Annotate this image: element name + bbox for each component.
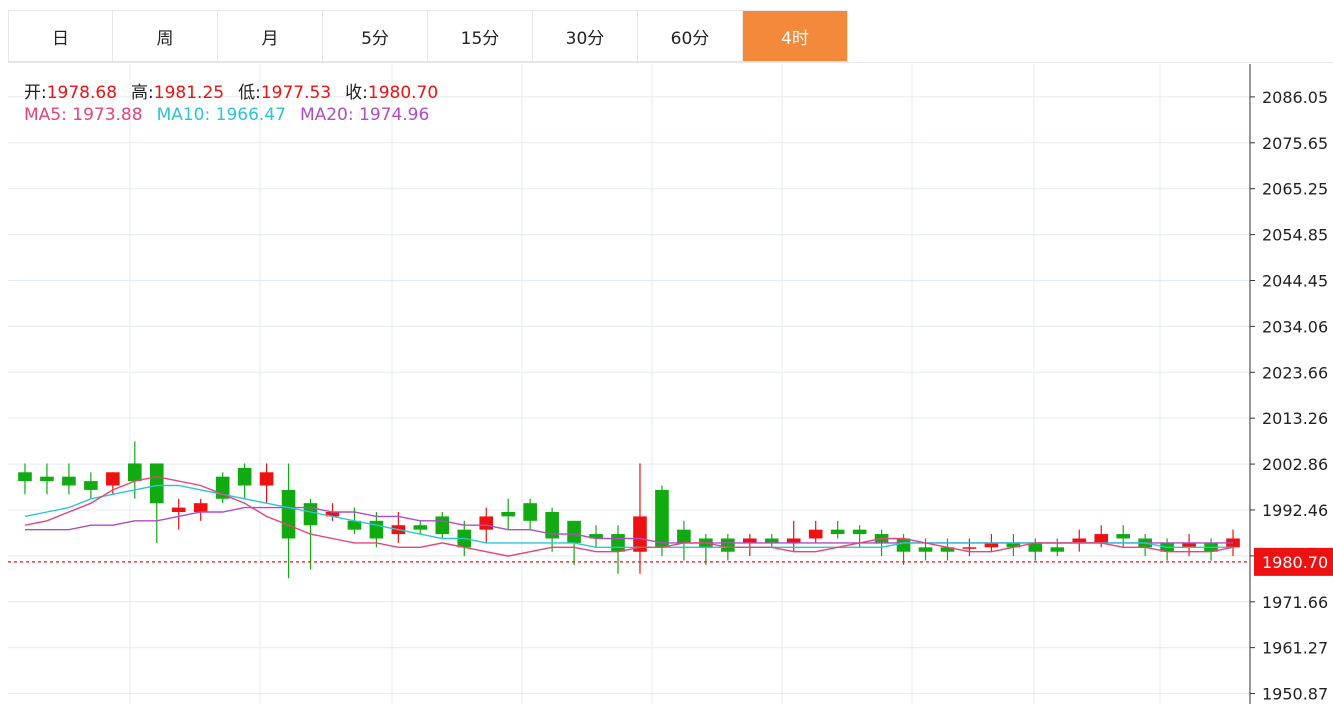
candle-body bbox=[171, 507, 186, 512]
tab-6[interactable]: 60分 bbox=[638, 10, 743, 62]
candle-body bbox=[281, 489, 296, 539]
candle-body bbox=[611, 534, 625, 552]
ma20-value: 1974.96 bbox=[359, 105, 430, 125]
y-tick-label: 1992.46 bbox=[1262, 501, 1328, 520]
candle-body bbox=[1050, 547, 1065, 552]
candle-body bbox=[984, 542, 999, 548]
low-label: 低: bbox=[238, 83, 261, 103]
candle-body bbox=[84, 481, 98, 490]
candle-body bbox=[589, 534, 603, 539]
candles bbox=[18, 441, 1240, 579]
y-tick-label: 1971.66 bbox=[1262, 593, 1328, 612]
candle-body bbox=[1094, 534, 1109, 543]
tab-3[interactable]: 5分 bbox=[323, 10, 428, 62]
candle-body bbox=[435, 516, 450, 535]
open-value: 1978.68 bbox=[46, 83, 118, 103]
candle-body bbox=[413, 525, 428, 530]
candle-body bbox=[677, 529, 691, 543]
candle-body bbox=[523, 503, 537, 521]
y-tick-label: 2065.25 bbox=[1262, 180, 1328, 199]
candle-body bbox=[567, 520, 581, 543]
tab-2[interactable]: 月 bbox=[218, 10, 323, 62]
tab-7[interactable]: 4时 bbox=[743, 10, 848, 62]
y-tick-label: 2044.45 bbox=[1262, 271, 1328, 290]
candle-body bbox=[655, 489, 669, 548]
y-tick-label: 2086.05 bbox=[1262, 88, 1328, 107]
candle-body bbox=[40, 476, 54, 482]
candle-body bbox=[479, 516, 494, 530]
candle-body bbox=[1226, 538, 1240, 548]
ma20-label: MA20: bbox=[299, 105, 354, 125]
ma5-value: 1973.88 bbox=[72, 105, 143, 125]
ma5-label: MA5: bbox=[24, 105, 67, 125]
ma10-value: 1966.47 bbox=[215, 105, 286, 125]
current-price-label: 1980.70 bbox=[1262, 553, 1328, 572]
candle-body bbox=[1116, 534, 1131, 539]
candle-body bbox=[149, 463, 164, 504]
ma10-label: MA10: bbox=[156, 105, 211, 125]
current-price-badge bbox=[1254, 547, 1333, 576]
candle-body bbox=[18, 472, 32, 482]
ma20-line bbox=[25, 506, 1233, 544]
open-label: 开: bbox=[24, 83, 47, 103]
high-label: 高: bbox=[131, 83, 154, 103]
tab-0[interactable]: 日 bbox=[8, 10, 113, 62]
close-value: 1980.70 bbox=[367, 83, 439, 103]
price-axis: 2086.05 2075.65 2065.25 2054.85 2044.45 2034.… bbox=[8, 64, 1333, 704]
candle-body bbox=[896, 538, 911, 552]
candle-body bbox=[369, 520, 384, 539]
candle-body bbox=[940, 547, 955, 552]
candle-body bbox=[325, 512, 340, 517]
moving-average-lines bbox=[24, 475, 1234, 557]
candle-body bbox=[786, 538, 801, 543]
y-tick-label: 2023.66 bbox=[1262, 363, 1328, 382]
candle-body bbox=[1028, 542, 1043, 552]
candle-body bbox=[545, 512, 559, 539]
y-tick-label: 2075.65 bbox=[1262, 134, 1328, 153]
candle-body bbox=[1182, 542, 1196, 548]
candle-body bbox=[962, 547, 977, 549]
candle-body bbox=[259, 472, 274, 486]
candle-body bbox=[742, 538, 757, 543]
candle-body bbox=[918, 547, 933, 552]
candle-body bbox=[830, 529, 845, 535]
period-tabs: 日周月 5分 15分 30分 60分 4时 bbox=[8, 10, 848, 62]
y-tick-label: 2054.85 bbox=[1262, 226, 1328, 245]
tab-divider bbox=[8, 62, 1333, 63]
ma5-line bbox=[24, 475, 1234, 557]
y-tick-label: 2034.06 bbox=[1262, 317, 1328, 336]
tab-5[interactable]: 30分 bbox=[533, 10, 638, 62]
ma-legend: MA5: 1973.88 MA10: 1966.47 MA20: 1974.96 bbox=[24, 105, 429, 125]
candle-body bbox=[127, 463, 142, 482]
candle-body bbox=[303, 503, 318, 526]
candle-body bbox=[501, 512, 516, 517]
candle-body bbox=[193, 503, 208, 512]
tab-1[interactable]: 周 bbox=[113, 10, 218, 62]
high-value: 1981.25 bbox=[153, 83, 225, 103]
candle-body bbox=[633, 516, 647, 552]
y-tick-label: 1961.27 bbox=[1262, 639, 1328, 658]
candle-body bbox=[347, 520, 362, 530]
close-label: 收: bbox=[345, 83, 368, 103]
y-tick-label: 2013.26 bbox=[1262, 409, 1328, 428]
candle-body bbox=[106, 472, 120, 486]
tab-4[interactable]: 15分 bbox=[428, 10, 533, 62]
candle-body bbox=[62, 476, 76, 486]
candle-body bbox=[764, 538, 779, 543]
ohlc-legend: 开:1978.68 高:1981.25 低:1977.53 收:1980.70 bbox=[24, 78, 438, 103]
candle-body bbox=[852, 529, 867, 535]
low-value: 1977.53 bbox=[260, 83, 332, 103]
y-tick-label: 2002.86 bbox=[1262, 455, 1328, 474]
y-tick-label: 1950.87 bbox=[1262, 685, 1328, 704]
candle-body bbox=[808, 529, 823, 539]
chart-grid bbox=[8, 64, 1250, 704]
candle-body bbox=[1006, 542, 1021, 548]
candle-body bbox=[237, 467, 252, 486]
candle-body bbox=[1072, 538, 1087, 543]
candle-body bbox=[721, 538, 735, 552]
